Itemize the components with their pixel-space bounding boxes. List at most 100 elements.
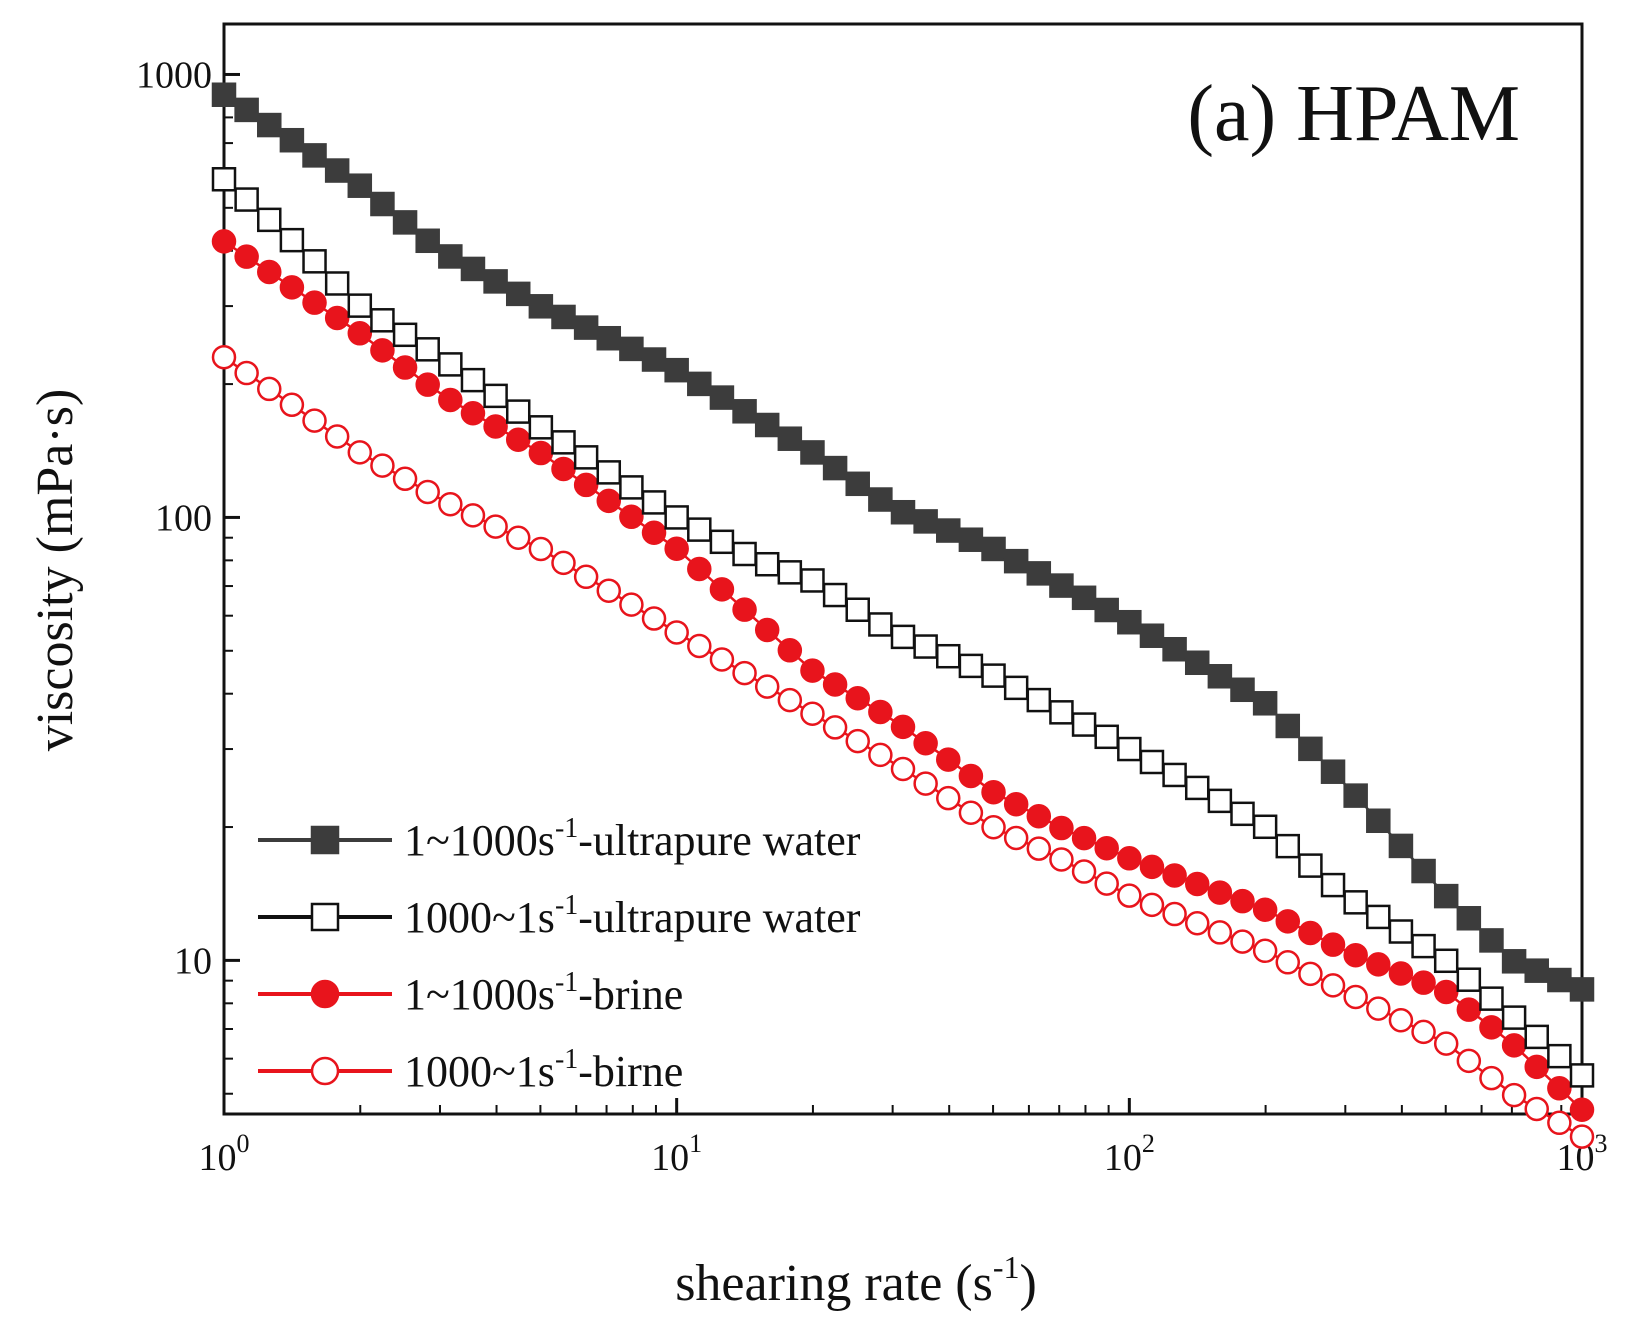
data-point: [505, 427, 531, 452]
data-point: [347, 321, 373, 346]
data-point: [460, 367, 486, 393]
data-point: [1003, 548, 1029, 574]
x-axis-title-text: shearing rate (s: [675, 1255, 993, 1312]
data-point: [1479, 1065, 1504, 1091]
data-point: [687, 556, 712, 582]
data-point: [1071, 825, 1097, 851]
data-point: [1524, 1096, 1549, 1122]
data-point: [257, 112, 282, 138]
legend-label-suffix: -birne: [578, 1047, 683, 1096]
data-point: [777, 560, 803, 585]
data-point: [324, 271, 350, 296]
data-point: [1388, 833, 1414, 859]
data-point: [460, 503, 486, 528]
data-point: [1275, 713, 1301, 739]
data-point: [913, 509, 938, 534]
data-point: [438, 244, 463, 269]
data-point: [1479, 928, 1504, 953]
legend-item: 1~1000s-1-ultrapure water: [258, 813, 861, 865]
data-point: [234, 360, 259, 386]
data-point: [302, 408, 327, 433]
data-point: [370, 453, 395, 478]
x-tick-exp: 2: [1142, 1129, 1155, 1158]
data-point: [1026, 561, 1052, 586]
data-point: [1501, 949, 1527, 974]
data-point: [822, 715, 848, 740]
series-3: [211, 82, 1595, 1002]
data-point: [981, 536, 1006, 562]
legend-label-suffix: -ultrapure water: [578, 893, 861, 942]
data-point: [1207, 880, 1233, 905]
data-point: [845, 685, 870, 711]
data-point: [392, 466, 418, 492]
data-point: [958, 800, 984, 826]
data-point: [1003, 675, 1029, 701]
data-point: [415, 372, 440, 397]
data-point: [1207, 788, 1233, 814]
data-point: [1320, 932, 1346, 957]
data-point: [1026, 687, 1052, 713]
series-2: [211, 167, 1595, 1088]
data-point: [822, 455, 848, 481]
data-point: [1456, 967, 1482, 992]
data-point: [505, 399, 531, 424]
data-point: [845, 728, 870, 754]
y-axis-title: viscosity (mPa·s): [27, 389, 84, 752]
data-point: [1139, 623, 1165, 648]
data-point: [1230, 677, 1255, 703]
data-point: [800, 658, 825, 683]
data-point: [1139, 854, 1165, 880]
data-point: [460, 401, 486, 426]
data-point: [347, 440, 373, 465]
data-point: [1071, 859, 1097, 884]
data-point: [324, 158, 350, 183]
data-point: [1366, 808, 1391, 834]
data-point: [981, 663, 1006, 688]
legend-label-suffix: -brine: [578, 970, 683, 1019]
x-tick-base: 10: [1104, 1137, 1142, 1179]
data-point: [1433, 883, 1459, 909]
data-point: [1162, 636, 1187, 662]
data-point: [573, 564, 599, 590]
data-point: [302, 249, 327, 274]
data-point: [936, 518, 961, 543]
data-point: [211, 344, 237, 370]
data-point: [664, 536, 689, 561]
legend-item: 1000~1s-1-ultrapure water: [258, 890, 861, 942]
data-point: [324, 424, 350, 449]
data-point: [1411, 933, 1436, 959]
data-point: [1139, 892, 1165, 918]
legend-label-sup: -1: [555, 813, 578, 844]
legend-label-prefix: 1000~1s: [404, 893, 555, 942]
data-point: [279, 392, 305, 418]
data-point: [936, 747, 961, 772]
legend-label-suffix: -ultrapure water: [578, 816, 861, 865]
data-point: [641, 520, 667, 546]
data-point: [822, 582, 848, 608]
data-point: [777, 687, 803, 713]
data-point: [1479, 1015, 1504, 1040]
data-point: [1252, 814, 1278, 840]
data-point: [1343, 984, 1368, 1010]
data-point: [1547, 967, 1572, 993]
data-point: [1366, 996, 1391, 1021]
data-point: [596, 460, 622, 485]
data-point: [1479, 986, 1504, 1011]
x-axis-title-sup: -1: [993, 1249, 1020, 1285]
data-point: [573, 315, 599, 340]
data-point: [1207, 664, 1233, 689]
data-point: [528, 415, 554, 440]
data-point: [890, 714, 916, 740]
x-tick-exp: 0: [237, 1129, 250, 1158]
data-point: [981, 815, 1006, 840]
legend-label: 1~1000s-1-brine: [404, 967, 683, 1019]
data-point: [868, 487, 893, 512]
legend-marker: [310, 825, 340, 855]
data-point: [1433, 948, 1459, 974]
data-point: [777, 638, 803, 663]
data-point: [619, 475, 644, 500]
data-point: [1184, 910, 1210, 936]
data-point: [1456, 906, 1482, 931]
data-point: [732, 660, 757, 686]
